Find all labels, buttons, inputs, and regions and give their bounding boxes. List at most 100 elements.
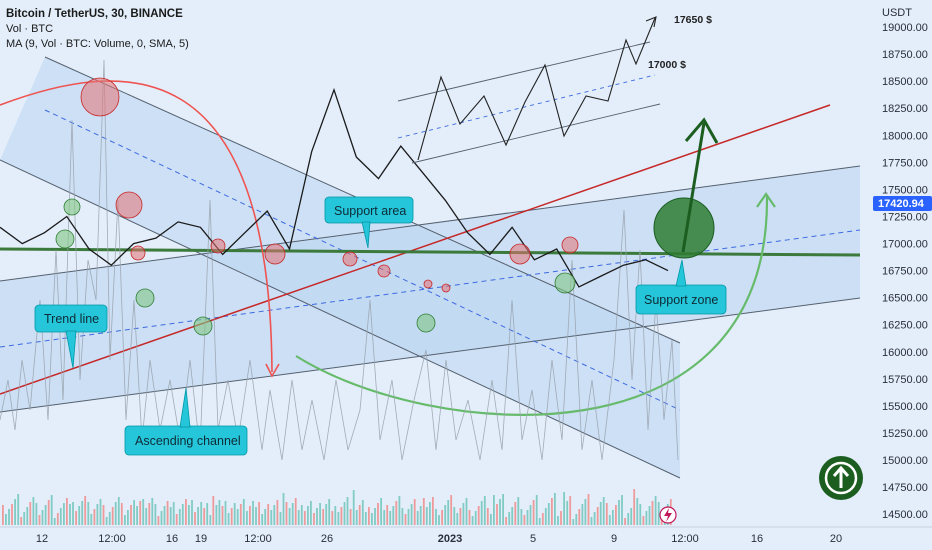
x-tick-label: 16 — [166, 533, 178, 545]
volume-bar — [581, 504, 584, 525]
volume-bar — [307, 506, 309, 525]
volume-bar — [249, 506, 251, 525]
volume-bar — [465, 498, 468, 525]
volume-indicator-label[interactable]: Vol · BTC — [6, 23, 54, 35]
volume-bar — [276, 500, 279, 525]
channel-bottom-line — [0, 159, 681, 479]
volume-bar — [377, 503, 379, 525]
volume-bar — [63, 503, 65, 525]
resistance-marker — [509, 243, 531, 265]
volume-bar — [398, 496, 401, 525]
support-zone-callout[interactable]: Support zone — [635, 259, 727, 315]
volume-bar — [608, 515, 611, 525]
volume-bar — [557, 516, 559, 525]
volume-bar — [618, 500, 620, 525]
volume-bar — [490, 514, 492, 525]
volume-bar — [120, 503, 123, 525]
lightning-icon[interactable] — [659, 506, 677, 524]
volume-bar — [633, 489, 636, 525]
volume-bar — [285, 502, 288, 525]
resistance-marker — [130, 245, 146, 261]
x-axis-ticks: 12 12:00 16 19 12:00 26 2023 5 9 12:00 16 20 — [36, 533, 842, 545]
volume-bar — [20, 517, 23, 525]
resistance-marker — [423, 279, 433, 289]
volume-bar — [236, 509, 239, 525]
price-line — [0, 87, 669, 288]
y-tick-label: 16000.00 — [882, 347, 928, 359]
target-arrow-shaft — [681, 122, 706, 253]
support-area-callout[interactable]: Support area — [324, 196, 414, 249]
volume-bar — [41, 510, 44, 525]
volume-bar — [185, 499, 187, 525]
volume-bar — [5, 514, 7, 525]
upper-channel-top-line — [0, 165, 861, 282]
red-arc-arrowhead — [265, 363, 280, 378]
volume-bar — [602, 497, 605, 525]
volume-bar — [322, 509, 325, 525]
volume-bar — [44, 505, 47, 525]
y-tick-label: 17000.00 — [882, 239, 928, 251]
support-area-label: Support area — [334, 204, 406, 218]
trend-line-label: Trend line — [44, 312, 99, 326]
volume-bar — [127, 510, 129, 525]
volume-bar — [358, 505, 361, 525]
x-tick-label: 2023 — [438, 533, 462, 545]
volume-bar — [493, 495, 495, 525]
volume-bar — [566, 501, 569, 525]
x-tick-label: 12:00 — [98, 533, 126, 545]
ma-indicator-label[interactable]: MA (9, Vol · BTC: Volume, 0, SMA, 5) — [6, 38, 189, 50]
volume-bar — [621, 495, 623, 525]
volume-bar — [526, 510, 529, 525]
y-tick-label: 14750.00 — [882, 482, 928, 494]
trend-line-callout[interactable]: Trend line — [34, 304, 108, 369]
resistance-marker — [342, 251, 358, 267]
volume-bar — [124, 515, 126, 525]
volume-bar — [273, 505, 276, 525]
volume-bar — [209, 515, 212, 525]
volume-bar — [361, 500, 364, 525]
volume-bar — [99, 499, 102, 525]
volume-bar — [47, 500, 50, 525]
volume-bar — [429, 502, 431, 525]
volume-bar — [316, 508, 318, 525]
symbol-title[interactable]: Bitcoin / TetherUS, 30, BINANCE — [6, 8, 183, 20]
y-tick-label: 16500.00 — [882, 293, 928, 305]
support-marker — [55, 229, 75, 249]
price-series — [0, 87, 669, 288]
x-tick-label: 5 — [530, 533, 536, 545]
volume-bar — [300, 505, 303, 525]
volume-bar — [651, 501, 654, 525]
x-tick-label: 26 — [321, 533, 333, 545]
ascending-channel-callout[interactable]: Ascending channel — [124, 387, 248, 456]
volume-bar — [551, 498, 553, 525]
volume-bar — [325, 504, 328, 525]
volume-bar — [297, 510, 300, 525]
channel-mid-dashed — [44, 109, 681, 411]
green-arc-arrowhead — [756, 192, 776, 208]
volume-bar — [319, 503, 321, 525]
volume-bar — [29, 502, 32, 525]
volume-bar — [160, 511, 163, 525]
volume-bar — [221, 506, 224, 525]
volume-bar — [483, 496, 486, 525]
volume-bar — [523, 515, 526, 525]
volume-ma-line — [0, 59, 679, 461]
y-tick-label: 18250.00 — [882, 103, 928, 115]
price-axis[interactable] — [873, 0, 932, 525]
volume-bar — [117, 497, 120, 525]
volume-bar — [630, 508, 633, 525]
volume-bar — [499, 499, 501, 525]
volume-bar — [502, 494, 504, 525]
support-marker — [554, 272, 576, 294]
volume-bar — [163, 506, 166, 525]
volume-bar — [371, 513, 373, 525]
volume-bar — [227, 513, 230, 525]
volume-bar — [14, 499, 16, 525]
volume-bar — [508, 512, 511, 525]
y-tick-label: 14500.00 — [882, 509, 928, 521]
volume-bar — [188, 505, 190, 525]
volume-bar — [148, 503, 151, 525]
volume-bar — [175, 514, 178, 525]
